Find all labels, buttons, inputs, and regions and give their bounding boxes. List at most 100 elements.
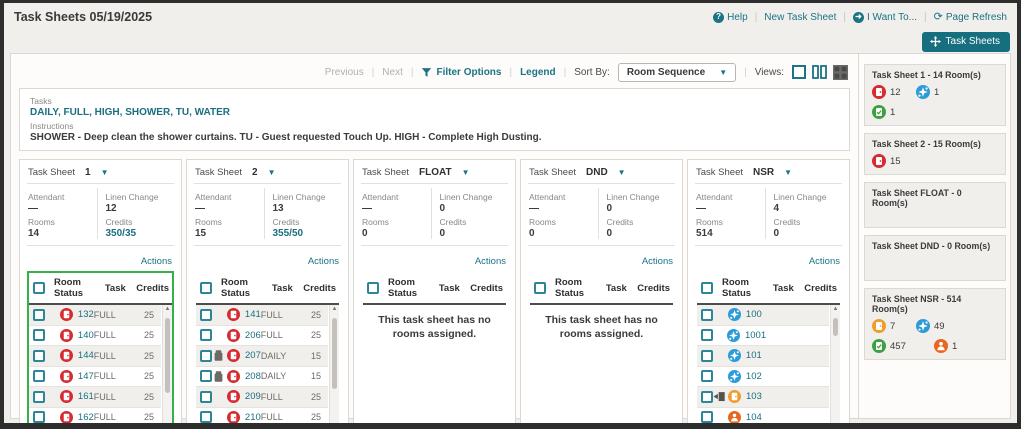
room-number-link[interactable]: 147 [77,370,94,382]
credits-value: 0 [606,228,613,239]
single-view-icon[interactable] [792,65,806,79]
filter-icon [422,67,432,77]
vertical-scrollbar[interactable]: ▲ ▼ [830,305,840,429]
row-checkbox[interactable] [200,370,212,383]
row-checkbox[interactable] [701,370,713,383]
row-checkbox[interactable] [200,390,212,403]
vertical-scrollbar[interactable]: ▲ ▼ [329,305,339,429]
actions-link[interactable]: Actions [307,256,339,267]
room-number-link[interactable]: 162 [77,411,94,423]
next-button[interactable]: Next [382,66,403,78]
row-checkbox[interactable] [33,308,45,321]
room-number-link[interactable]: 140 [77,329,94,341]
room-number-link[interactable]: 102 [745,370,762,382]
sort-by-dropdown[interactable]: Room Sequence ▼ [617,62,737,82]
room-number-link[interactable]: 141 [244,309,261,321]
scroll-thumb[interactable] [165,317,170,393]
select-all-checkbox[interactable] [367,282,379,294]
room-number-link[interactable]: 209 [244,391,261,403]
row-checkbox[interactable] [701,308,713,321]
room-task: FULL [260,412,283,423]
page-refresh-link[interactable]: ⟳ Page Refresh [933,10,1007,23]
select-all-checkbox[interactable] [200,282,212,294]
room-number-link[interactable]: 104 [745,411,762,423]
table-row: 140 FULL 25 [29,326,161,346]
split-view-icon[interactable] [812,65,827,79]
task-sheet-selector[interactable]: Task Sheet FLOAT ▼ [361,165,508,184]
row-checkbox[interactable] [701,390,713,403]
row-checkbox[interactable] [701,349,713,362]
actions-link[interactable]: Actions [808,256,840,267]
scroll-up-arrow[interactable]: ▲ [331,306,338,312]
room-number-link[interactable]: 208 [245,370,261,382]
sheet-summary-card[interactable]: Task Sheet 2 - 15 Room(s) 15 [864,133,1006,175]
room-number-link[interactable]: 132 [77,309,94,321]
sheet-summary: Attendant — Rooms 14 Linen Change 12 Credit… [27,184,174,246]
sheet-summary-card[interactable]: Task Sheet FLOAT - 0 Room(s) [864,182,1006,228]
chevron-down-icon: ▼ [461,168,470,177]
tasks-label: Tasks [30,96,52,106]
row-checkbox[interactable] [33,370,45,383]
row-checkbox[interactable] [200,411,212,423]
previous-button[interactable]: Previous [324,66,364,78]
credits-link[interactable]: 350/35 [105,228,137,239]
task-sheet-selector[interactable]: Task Sheet NSR ▼ [695,165,842,184]
dirty-icon [226,390,240,404]
scroll-down-arrow[interactable]: ▼ [331,426,338,429]
scroll-thumb[interactable] [332,317,337,389]
room-number-link[interactable]: 103 [746,391,762,403]
credits-value: 0 [439,228,446,239]
credits-link[interactable]: 355/50 [272,228,304,239]
vertical-scrollbar[interactable]: ▲ ▼ [162,305,172,429]
task-sheet-selector[interactable]: Task Sheet DND ▼ [528,165,675,184]
scroll-down-arrow[interactable]: ▼ [164,426,171,429]
room-number-link[interactable]: 144 [77,350,94,362]
task-sheet-selector[interactable]: Task Sheet 1 ▼ [27,165,174,184]
sheet-summary-card[interactable]: Task Sheet DND - 0 Room(s) [864,235,1006,281]
new-task-sheet-link[interactable]: New Task Sheet [764,11,837,23]
sheet-summary-card[interactable]: Task Sheet NSR - 514 Room(s) 7 49 457 1 [864,288,1006,360]
i-want-to-link[interactable]: ➜ I Want To... [852,11,917,23]
room-number-link[interactable]: 1001 [744,329,767,341]
actions-link[interactable]: Actions [641,256,673,267]
tasks-summary-box: Tasks DAILY, FULL, HIGH, SHOWER, TU, WAT… [19,88,850,151]
toolbar: Previous | Next | Filter Options | Legen… [19,60,848,84]
task-sheet-selector[interactable]: Task Sheet 2 ▼ [194,165,341,184]
legend-button[interactable]: Legend [520,66,556,78]
table-row: 104 [697,408,829,423]
row-checkbox[interactable] [33,390,45,403]
row-checkbox[interactable] [200,329,212,342]
row-checkbox[interactable] [33,329,45,342]
row-checkbox[interactable] [200,308,212,321]
grid-view-icon[interactable] [833,64,848,80]
separator: | [563,66,567,78]
select-all-checkbox[interactable] [534,282,546,294]
room-number-link[interactable]: 100 [745,309,762,321]
row-checkbox[interactable] [701,329,713,342]
task-sheets-button[interactable]: Task Sheets [921,32,1010,52]
select-all-checkbox[interactable] [701,282,713,294]
row-checkbox[interactable] [701,411,713,423]
actions-link[interactable]: Actions [140,256,172,267]
table-row: 162 FULL 25 [29,408,161,423]
scroll-up-arrow[interactable]: ▲ [164,306,171,312]
credits-value: 0 [773,228,780,239]
row-checkbox[interactable] [33,349,45,362]
separator: | [754,11,758,23]
row-checkbox[interactable] [200,349,212,362]
scroll-down-arrow[interactable]: ▼ [832,426,839,429]
room-number-link[interactable]: 101 [745,350,762,362]
room-number-link[interactable]: 206 [244,329,261,341]
room-number-link[interactable]: 210 [244,411,261,423]
select-all-checkbox[interactable] [33,282,45,294]
scroll-up-arrow[interactable]: ▲ [832,306,839,312]
room-credits: 25 [310,330,321,341]
row-checkbox[interactable] [33,411,45,423]
scroll-thumb[interactable] [833,317,838,336]
actions-link[interactable]: Actions [474,256,506,267]
filter-options-button[interactable]: Filter Options [421,67,501,78]
help-link[interactable]: ? Help [713,11,748,23]
room-number-link[interactable]: 161 [77,391,94,403]
sheet-summary-card[interactable]: Task Sheet 1 - 14 Room(s) 12 1 1 [864,64,1006,126]
room-number-link[interactable]: 207 [245,350,261,362]
